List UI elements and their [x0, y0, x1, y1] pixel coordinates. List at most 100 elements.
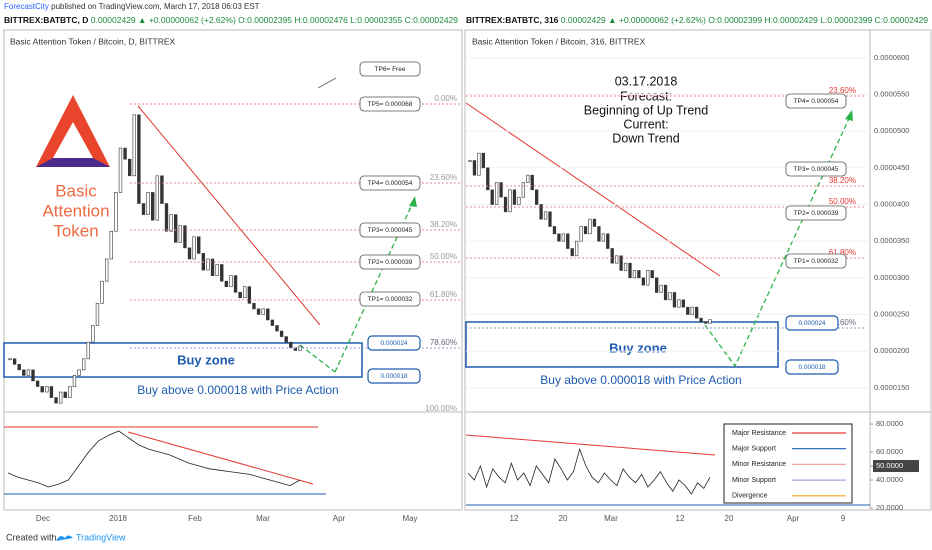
change: ▲ +0.00000062 (+2.62%)	[138, 15, 236, 25]
target-label: TP3= 0.000045	[794, 166, 839, 173]
candle	[686, 306, 690, 315]
buy-zone	[465, 321, 779, 368]
trend-line	[137, 105, 321, 326]
candle	[141, 203, 146, 215]
target-label: TP2= 0.000039	[368, 259, 413, 266]
buy-zone	[3, 342, 363, 378]
footer-created: Created with	[6, 532, 57, 542]
target-box	[359, 175, 421, 191]
candle	[81, 358, 86, 371]
candle	[146, 192, 150, 215]
rsi-line	[467, 447, 711, 495]
candle	[668, 292, 672, 301]
candle	[104, 258, 109, 282]
candle	[118, 147, 123, 193]
ticker: BITTREX:BATBTC, D 0.00002429 ▲ +0.000000…	[4, 15, 458, 25]
y-tick-label: 0.0000350	[874, 236, 909, 245]
last: 0.00002429	[91, 15, 136, 25]
target-box	[367, 335, 421, 351]
target-box	[785, 253, 847, 269]
candle	[26, 369, 31, 376]
target-label: 0.000018	[380, 373, 407, 380]
candle	[220, 264, 224, 282]
candle	[123, 147, 127, 160]
fib-label: 50.00%	[829, 197, 856, 206]
candle	[243, 286, 247, 299]
candle	[526, 174, 530, 183]
buy-note: Buy above 0.000018 with Price Action	[137, 383, 338, 397]
target-box	[367, 368, 421, 384]
rsi-line	[7, 430, 301, 488]
candle	[40, 386, 44, 393]
target-box	[359, 291, 421, 307]
x-tick-label: 12	[676, 514, 685, 523]
target-box	[359, 254, 421, 270]
forecast-arrow	[299, 344, 336, 373]
candle	[132, 114, 136, 177]
candle	[72, 375, 77, 387]
last: 0.00002429	[561, 15, 606, 25]
candle	[477, 152, 481, 176]
candle	[481, 152, 485, 169]
candle	[229, 275, 233, 287]
target-label: 0.000024	[798, 320, 825, 327]
candle	[535, 189, 539, 205]
logo-text: Basic	[55, 181, 97, 200]
open: O:0.00002395	[238, 15, 292, 25]
candle	[206, 258, 210, 271]
candle	[197, 236, 201, 254]
y-tick-label: 0.0000600	[874, 53, 909, 62]
x-tick-label: Dec	[36, 514, 50, 523]
pane-title: Basic Attention Token / Bitcoin, D, BITT…	[10, 36, 176, 46]
candle	[655, 277, 659, 293]
candle	[160, 175, 164, 204]
candle	[512, 189, 517, 205]
publisher[interactable]: ForecastCity	[4, 2, 49, 11]
y-tick-label: 0.0000250	[874, 309, 909, 318]
target-label: TP4= 0.000054	[368, 180, 413, 187]
candle	[270, 319, 275, 326]
candle	[552, 226, 557, 235]
legend-label: Divergence	[732, 493, 768, 500]
target-label: 0.000024	[380, 340, 407, 347]
candle	[583, 226, 588, 235]
candle	[49, 386, 54, 398]
candle	[539, 204, 543, 220]
y-tick-label: 0.0000400	[874, 199, 909, 208]
candle	[681, 299, 685, 308]
candle	[256, 308, 261, 315]
target-label: TP3= 0.000045	[368, 227, 413, 234]
candle	[164, 203, 169, 232]
candle	[35, 380, 40, 387]
candle	[606, 233, 610, 249]
candle	[708, 319, 712, 324]
candle	[517, 196, 521, 205]
candle	[137, 114, 141, 204]
footer-brand[interactable]: TradingView	[76, 532, 126, 542]
fib-label: 50.00%	[430, 252, 457, 261]
low: L:0.00002355	[350, 15, 402, 25]
header: ForecastCity published on TradingView.co…	[4, 2, 260, 11]
candle	[279, 330, 284, 337]
candle	[17, 364, 21, 371]
legend-label: Minor Resistance	[732, 461, 786, 468]
target-label: TP4= 0.000054	[794, 98, 839, 105]
target-label: TP2= 0.000039	[794, 210, 839, 217]
candle	[77, 369, 81, 376]
x-tick-label: 20	[559, 514, 568, 523]
fib-label: 61.80%	[829, 248, 856, 257]
x-tick-label: 20	[725, 514, 734, 523]
candle	[610, 248, 614, 264]
legend-box	[723, 423, 853, 504]
buy-zone-label: Buy zone	[609, 340, 667, 355]
y-tick-label: 50.0000	[876, 461, 903, 470]
candle	[659, 284, 663, 293]
candle	[174, 214, 178, 243]
target-box	[359, 222, 421, 238]
fib-label: 38.20%	[829, 176, 856, 185]
candle	[650, 270, 654, 279]
forecast-text: Beginning of Up Trend	[584, 103, 708, 117]
candle	[623, 262, 628, 271]
fib-label: 23.60%	[829, 86, 856, 95]
